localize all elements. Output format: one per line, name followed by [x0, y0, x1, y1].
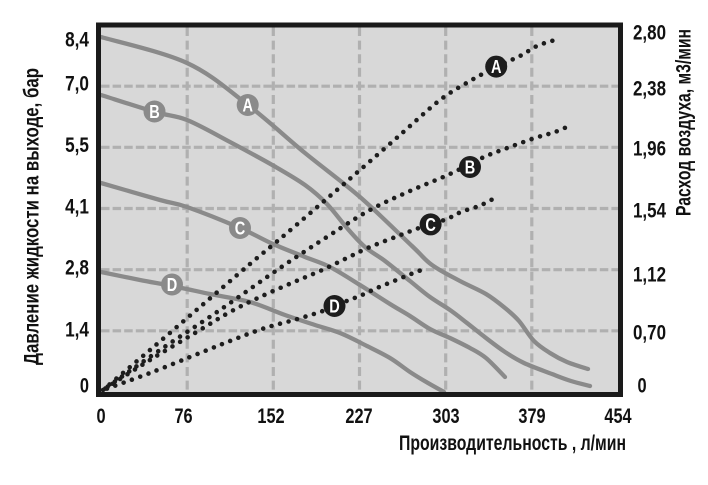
svg-text:454: 454 — [604, 405, 631, 428]
svg-text:A: A — [491, 56, 502, 77]
svg-text:1,12: 1,12 — [633, 264, 666, 287]
svg-text:1,4: 1,4 — [65, 319, 89, 342]
svg-text:B: B — [465, 157, 476, 178]
svg-text:227: 227 — [345, 405, 372, 428]
svg-text:0: 0 — [96, 405, 105, 428]
svg-text:4,1: 4,1 — [65, 196, 89, 219]
svg-text:5,5: 5,5 — [65, 134, 89, 157]
svg-text:379: 379 — [518, 405, 545, 428]
svg-text:1,96: 1,96 — [633, 138, 666, 161]
svg-text:Давление жидкости на выходе, б: Давление жидкости на выходе, бар — [21, 68, 44, 365]
svg-text:Производительность , л/мин: Производительность , л/мин — [399, 432, 626, 455]
svg-text:7,0: 7,0 — [65, 73, 89, 96]
svg-text:2,8: 2,8 — [65, 257, 89, 280]
svg-text:0,70: 0,70 — [633, 322, 666, 345]
svg-text:A: A — [242, 95, 253, 116]
svg-text:D: D — [329, 296, 340, 317]
svg-text:0: 0 — [80, 375, 89, 398]
svg-text:152: 152 — [257, 405, 284, 428]
svg-text:8,4: 8,4 — [65, 29, 89, 52]
svg-text:2,38: 2,38 — [633, 78, 666, 101]
svg-text:D: D — [167, 274, 178, 295]
svg-text:76: 76 — [174, 405, 192, 428]
svg-text:B: B — [149, 101, 160, 122]
svg-text:303: 303 — [432, 405, 459, 428]
svg-text:C: C — [425, 214, 436, 235]
svg-text:1,54: 1,54 — [633, 200, 666, 223]
svg-text:0: 0 — [638, 375, 647, 398]
svg-text:2,80: 2,80 — [633, 22, 666, 45]
svg-text:C: C — [235, 218, 246, 239]
svg-text:Расход воздуха, м3/мин: Расход воздуха, м3/мин — [673, 29, 696, 216]
